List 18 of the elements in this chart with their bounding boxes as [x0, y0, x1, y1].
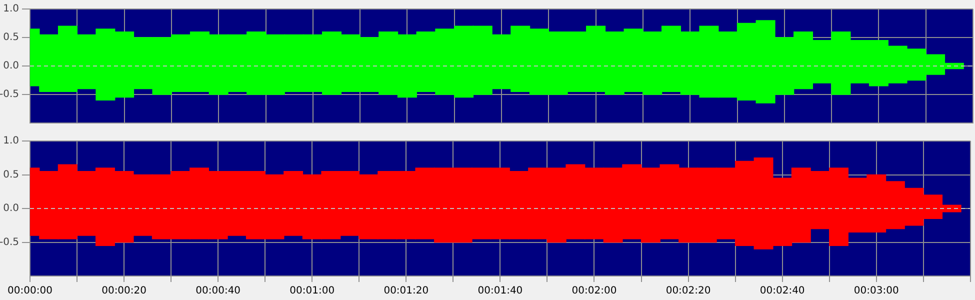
y-tick-label: 0.5	[3, 169, 19, 180]
x-tick-label: 00:02:40	[760, 286, 805, 297]
x-tick-label: 00:02:20	[666, 286, 711, 297]
x-tick-label: 00:00:00	[8, 286, 52, 297]
y-tick-label: -0.5	[0, 89, 19, 100]
y-tick-label: 0.0	[3, 60, 19, 72]
x-tick-label: 00:03:00	[854, 286, 899, 297]
x-tick-label: 00:00:40	[196, 286, 241, 297]
y-tick-label: -0.5	[0, 236, 19, 248]
x-tick-label: 00:00:20	[102, 286, 146, 297]
y-tick-label: 1.0	[3, 4, 19, 15]
y-tick-label: 0.0	[3, 203, 19, 214]
x-tick-label: 00:01:40	[478, 286, 523, 297]
y-tick-label: 0.5	[3, 32, 19, 44]
y-tick-label: 1.0	[3, 136, 19, 147]
x-tick-label: 00:01:20	[384, 286, 429, 297]
x-tick-label: 00:01:00	[290, 286, 335, 297]
x-tick-label: 00:02:00	[572, 286, 617, 297]
